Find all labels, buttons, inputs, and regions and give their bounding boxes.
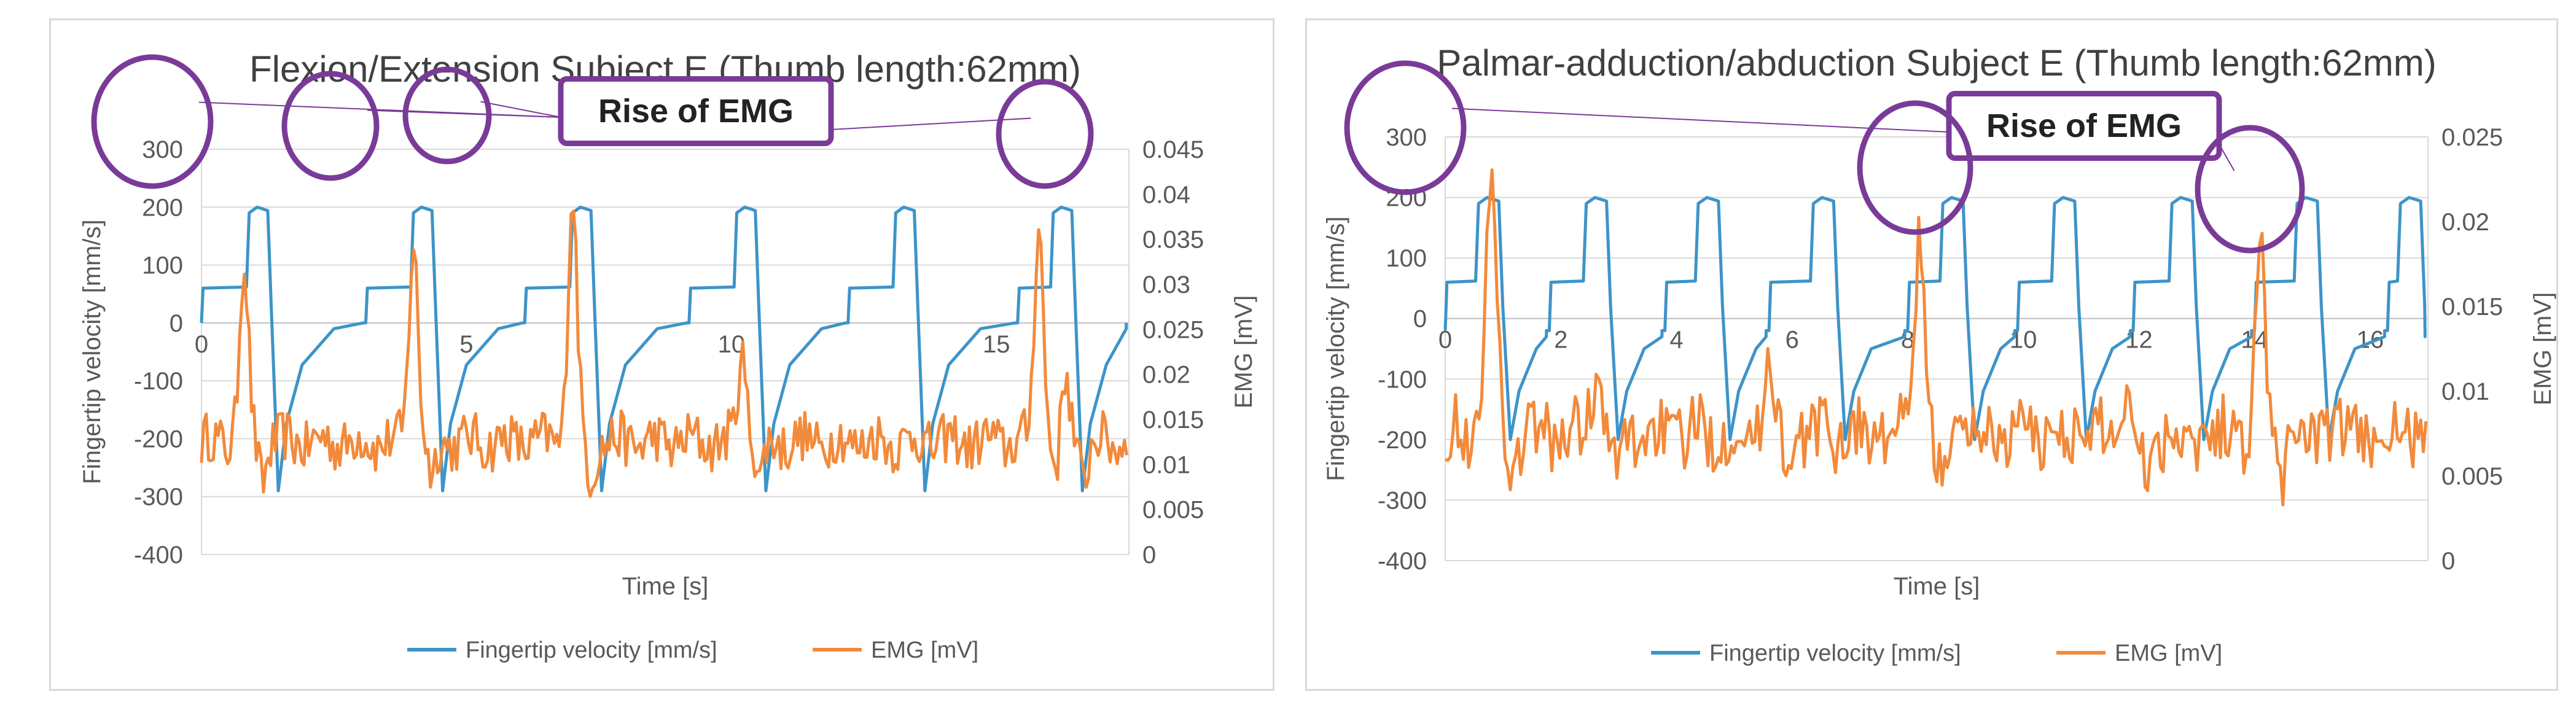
chart-flexion-extension: Flexion/Extension Subject E (Thumb lengt… [79, 49, 1257, 663]
y2-tick-label: 0.04 [1142, 181, 1190, 208]
highlight-ellipse [91, 54, 214, 189]
y2-tick-label: 0.005 [1142, 497, 1204, 524]
series-line-emg [200, 209, 1128, 498]
highlight-ellipse [2195, 125, 2305, 254]
highlight-ellipse [1857, 100, 1973, 235]
y-tick-label: -300 [1378, 487, 1427, 514]
x-tick-label: 4 [1669, 327, 1683, 354]
y2-tick-label: 0.01 [2441, 378, 2489, 405]
x-tick-label: 0 [1438, 327, 1452, 354]
legend-label-emg: EMG [mV] [871, 637, 978, 663]
chart-palmar-adduction: Palmar-adduction/abduction Subject E (Th… [1322, 42, 2556, 666]
y2-tick-label: 0.025 [1142, 316, 1204, 343]
chart-panel-flexion-extension: Flexion/Extension Subject E (Thumb lengt… [49, 18, 1274, 691]
y-tick-label: -100 [134, 368, 183, 395]
y2-tick-label: 0.02 [2441, 209, 2489, 236]
callout-connector [480, 101, 561, 118]
callout-box [1946, 91, 2222, 161]
y-tick-label: -300 [134, 484, 183, 511]
y-axis-label: Fingertip velocity [mm/s] [79, 219, 106, 484]
y2-tick-label: 0.02 [1142, 362, 1190, 389]
legend-label-velocity: Fingertip velocity [mm/s] [466, 637, 717, 663]
y-tick-label: 300 [142, 136, 183, 163]
y2-tick-label: 0.03 [1142, 271, 1190, 298]
chart-title: Palmar-adduction/abduction Subject E (Th… [1437, 42, 2437, 84]
y2-tick-label: 0 [2441, 548, 2455, 575]
y2-tick-label: 0.01 [1142, 451, 1190, 478]
callout-label: Rise of EMG [1986, 107, 2182, 144]
y-tick-label: -100 [1378, 366, 1427, 393]
series-line-fingertip-velocity [200, 205, 1128, 492]
callout-connector [367, 109, 561, 118]
y2-axis-label: EMG [mV] [2529, 292, 2556, 405]
y2-tick-label: 0.035 [1142, 227, 1204, 254]
series-line-fingertip-velocity [1443, 196, 2427, 442]
y-tick-label: -400 [1378, 548, 1427, 575]
y-tick-label: 100 [142, 252, 183, 279]
series-line-emg [1445, 168, 2428, 507]
y2-tick-label: 0.045 [1142, 136, 1204, 163]
x-axis-label: Time [s] [1894, 573, 1980, 600]
y-tick-label: 0 [1413, 306, 1427, 333]
callout-box [558, 76, 834, 146]
x-tick-label: 5 [459, 331, 473, 358]
y-tick-label: 0 [170, 310, 183, 337]
x-tick-label: 6 [1786, 327, 1799, 354]
highlight-ellipse [281, 71, 380, 181]
y2-tick-label: 0 [1142, 542, 1156, 569]
highlight-ellipse [402, 66, 492, 165]
y-tick-label: 100 [1386, 245, 1427, 272]
y2-tick-label: 0.015 [1142, 407, 1204, 434]
x-tick-label: 15 [983, 331, 1010, 358]
callout-label: Rise of EMG [598, 93, 794, 130]
y2-axis-label: EMG [mV] [1230, 295, 1257, 408]
y2-tick-label: 0.025 [2441, 124, 2503, 151]
legend-label-velocity: Fingertip velocity [mm/s] [1709, 640, 1961, 666]
y-tick-label: 300 [1386, 124, 1427, 151]
chart-panel-palmar-adduction: Palmar-adduction/abduction Subject E (Th… [1305, 18, 2558, 691]
x-axis-label: Time [s] [622, 573, 709, 600]
callout-connector [1451, 107, 1950, 133]
y2-tick-label: 0.015 [2441, 294, 2503, 321]
y-tick-label: -200 [134, 426, 183, 453]
x-tick-label: 2 [1554, 327, 1567, 354]
y2-tick-label: 0.005 [2441, 463, 2503, 490]
y-axis-label: Fingertip velocity [mm/s] [1322, 216, 1349, 481]
y-tick-label: -400 [134, 542, 183, 569]
highlight-ellipse [996, 79, 1094, 189]
y-tick-label: -200 [1378, 427, 1427, 454]
y-tick-label: 200 [142, 194, 183, 221]
legend-label-emg: EMG [mV] [2115, 640, 2222, 666]
highlight-ellipse [1344, 60, 1467, 195]
x-tick-label: 0 [195, 331, 208, 358]
